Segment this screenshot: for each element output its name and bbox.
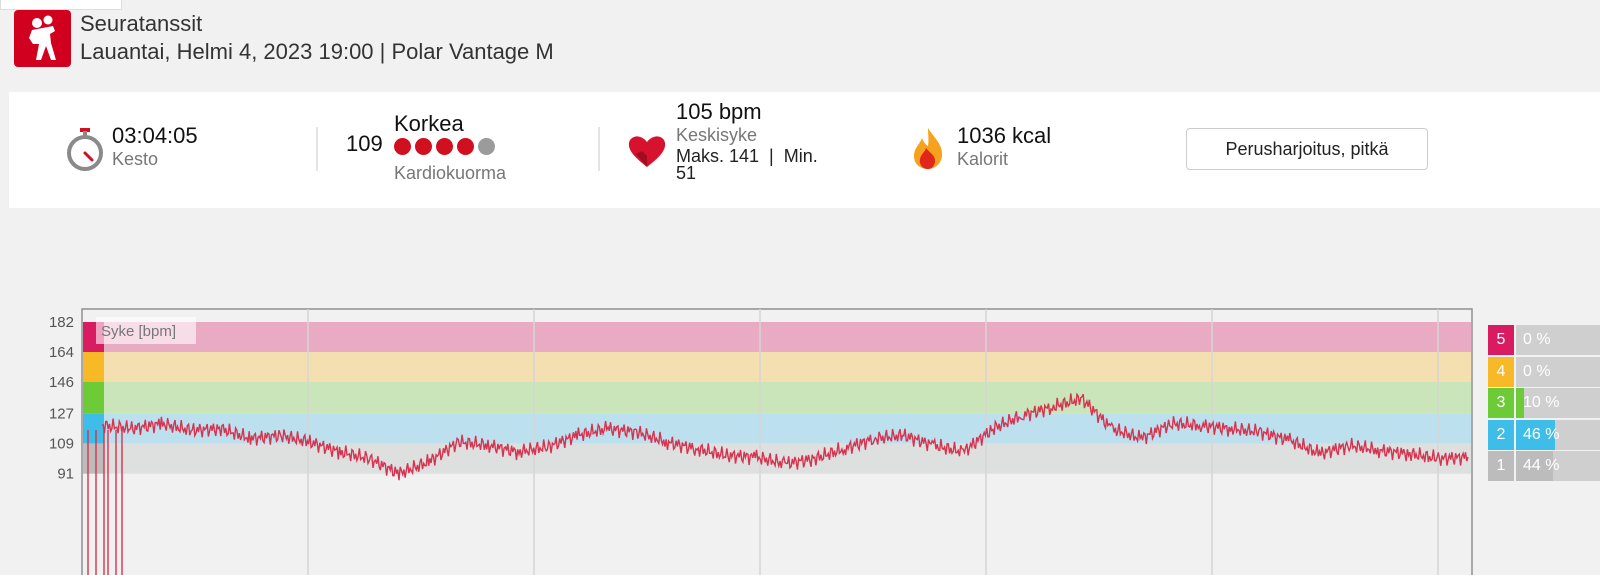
cardio-dot-empty <box>478 138 495 155</box>
cardio-dot-filled <box>394 138 411 155</box>
zone-band-4 <box>83 352 1471 382</box>
y-tick-label: 182 <box>49 314 74 331</box>
zone-percent: 46 % <box>1523 425 1560 443</box>
y-tick-label: 127 <box>49 406 74 423</box>
zone-band-3 <box>83 382 1471 414</box>
training-type-button[interactable]: Perusharjoitus, pitkä <box>1186 128 1428 170</box>
zone-bar-fill <box>1516 419 1555 450</box>
session-date-device: Lauantai, Helmi 4, 2023 19:00 | Polar Va… <box>80 39 554 64</box>
avg-heart-rate: 105 bpm <box>676 99 762 124</box>
zone-marker-1 <box>83 443 104 474</box>
zone-row-1: 1 44 % <box>1488 451 1600 481</box>
zone-marker-3 <box>83 382 104 414</box>
chart-title: Syke [bpm] <box>101 323 176 340</box>
calories-label: Kalorit <box>957 149 1009 169</box>
cardio-load-level: Korkea <box>394 111 464 136</box>
zone-bar-fill <box>1516 451 1553 481</box>
zone-bar-track <box>1516 451 1600 481</box>
zone-row-5: 5 0 % <box>1488 325 1600 355</box>
divider <box>598 127 600 171</box>
top-tab[interactable] <box>0 0 122 10</box>
zone-number: 2 <box>1488 419 1514 450</box>
heart-icon <box>628 136 666 167</box>
y-tick-label: 164 <box>49 344 74 361</box>
cardio-load-dots <box>394 138 499 160</box>
min-heart-rate-value: 51 <box>676 163 697 183</box>
zone-band-5 <box>83 322 1471 352</box>
summary-panel: 03:04:05 Kesto 109 Korkea Kardiokuorma 1… <box>9 92 1600 208</box>
chart-title-bg <box>96 317 196 344</box>
zone-percent: 0 % <box>1523 331 1551 348</box>
cardio-load-label: Kardiokuorma <box>394 163 507 183</box>
zone-percent: 0 % <box>1523 362 1551 380</box>
cardio-dot-filled <box>436 138 453 155</box>
zone-marker-4 <box>83 352 104 382</box>
zone-number: 4 <box>1488 356 1514 387</box>
cardio-dot-filled <box>457 138 474 155</box>
zone-percent: 10 % <box>1523 394 1560 411</box>
zone-bar-track <box>1516 419 1600 450</box>
flame-icon <box>914 128 943 169</box>
duration-value: 03:04:05 <box>112 123 198 148</box>
heart-rate-chart[interactable]: 182 164 146 127 109 91 Syke [bpm] <box>0 300 1600 575</box>
zone-band-2 <box>83 413 1471 444</box>
duration-label: Kesto <box>112 149 159 169</box>
zone-bar-fill <box>1516 388 1525 418</box>
avg-heart-rate-label: Keskisyke <box>676 125 758 145</box>
zone-marker-2 <box>83 413 104 444</box>
cardio-load-value: 109 <box>346 131 383 156</box>
zone-number: 3 <box>1488 388 1514 418</box>
max-min-heart-rate: Maks. 141 | Min. <box>676 146 818 166</box>
sport-name: Seuratanssit <box>80 11 203 36</box>
header-text: Seuratanssit Lauantai, Helmi 4, 2023 19:… <box>80 10 554 66</box>
heart-rate-line <box>101 392 1469 481</box>
zone-bar-track <box>1516 325 1600 355</box>
zone-number: 1 <box>1488 451 1514 481</box>
cardio-dot-filled <box>415 138 432 155</box>
y-tick-label: 146 <box>49 374 74 391</box>
divider <box>316 127 318 171</box>
dancing-couple-icon <box>14 10 71 67</box>
zone-percent: 44 % <box>1523 457 1560 474</box>
stopwatch-icon <box>67 128 103 171</box>
zone-row-3: 3 10 % <box>1488 388 1600 418</box>
zone-row-2: 2 46 % <box>1488 419 1600 450</box>
zone-row-4: 4 0 % <box>1488 356 1600 387</box>
zone-number: 5 <box>1488 325 1514 355</box>
zone-bar-track <box>1516 356 1600 387</box>
calories-value: 1036 kcal <box>957 123 1052 148</box>
zone-bar-track <box>1516 388 1600 418</box>
y-tick-label: 91 <box>57 466 74 483</box>
y-tick-label: 109 <box>49 436 74 453</box>
